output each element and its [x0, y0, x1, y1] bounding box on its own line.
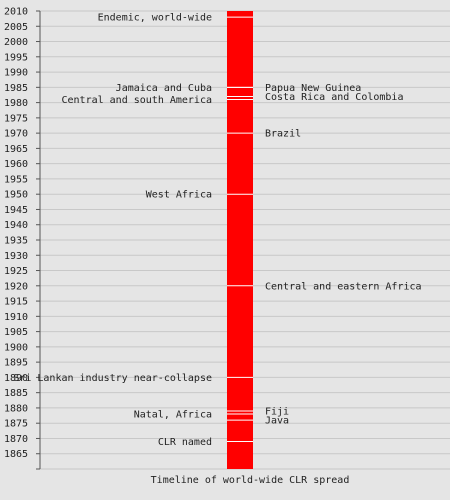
- event-label-right: Brazil: [265, 129, 301, 140]
- y-tick-label: 1950: [4, 190, 28, 201]
- y-tick-label: 1885: [4, 388, 28, 399]
- y-tick-label: 1900: [4, 342, 28, 353]
- y-tick-label: 1895: [4, 358, 28, 369]
- y-tick-label: 1865: [4, 449, 28, 460]
- y-tick-label: 1970: [4, 129, 28, 140]
- y-tick-label: 1930: [4, 251, 28, 262]
- y-tick-label: 1985: [4, 83, 28, 94]
- timeline-bar: [227, 11, 253, 469]
- y-tick-label: 1945: [4, 205, 28, 216]
- event-label-right: Costa Rica and Colombia: [265, 92, 403, 103]
- y-tick-label: 1995: [4, 52, 28, 63]
- y-tick-label: 1870: [4, 434, 28, 445]
- event-label-left: Jamaica and Cuba: [116, 83, 212, 94]
- event-label-right: Central and eastern Africa: [265, 281, 422, 292]
- x-axis-label: Timeline of world-wide CLR spread: [151, 475, 350, 486]
- event-label-left: West Africa: [146, 190, 212, 201]
- y-tick-label: 1915: [4, 297, 28, 308]
- event-label-left: CLR named: [158, 437, 212, 448]
- event-label-left: Natal, Africa: [134, 410, 212, 421]
- event-label-right: Java: [265, 416, 289, 427]
- event-label-right: Papua New Guinea: [265, 83, 361, 94]
- y-tick-label: 1980: [4, 98, 28, 109]
- event-label-left: Sri Lankan industry near-collapse: [13, 373, 212, 384]
- y-tick-label: 1920: [4, 281, 28, 292]
- y-tick-label: 1935: [4, 236, 28, 247]
- y-tick-label: 2005: [4, 22, 28, 33]
- y-axis: 1865 1870 1875 1880 1885 1890 1895 1900 1905 1910…: [4, 7, 41, 470]
- y-tick-label: 1875: [4, 419, 28, 430]
- y-tick-label: 1960: [4, 159, 28, 170]
- y-tick-label: 1965: [4, 144, 28, 155]
- y-tick-label: 1975: [4, 113, 28, 124]
- y-tick-label: 1990: [4, 68, 28, 79]
- event-label-left: Endemic, world-wide: [98, 13, 212, 24]
- y-tick-label: 2010: [4, 7, 28, 18]
- timeline-bar-group: [227, 11, 253, 469]
- y-tick-label: 1910: [4, 312, 28, 323]
- y-tick-label: 1940: [4, 220, 28, 231]
- event-label-right: Fiji: [265, 406, 289, 417]
- event-label-left: Central and south America: [61, 95, 212, 106]
- y-tick-label: 1955: [4, 174, 28, 185]
- y-tick-label: 1880: [4, 403, 28, 414]
- y-tick-label: 2000: [4, 37, 28, 48]
- y-tick-label: 1925: [4, 266, 28, 277]
- y-tick-label: 1905: [4, 327, 28, 338]
- y-tick-label: 1890: [4, 373, 28, 384]
